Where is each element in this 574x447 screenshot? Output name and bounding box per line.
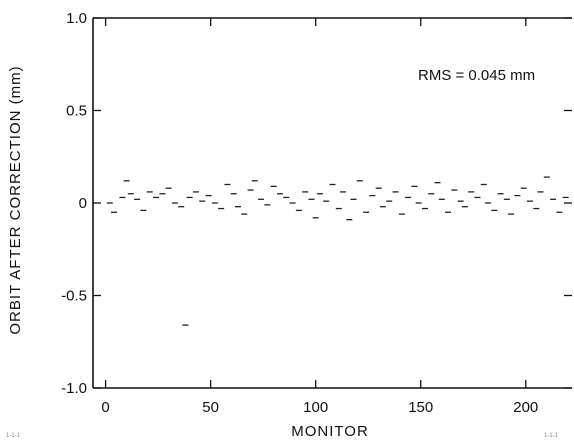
- x-axis-title: MONITOR: [291, 423, 369, 440]
- x-tick-label: 100: [303, 399, 328, 416]
- y-tick-label: -0.5: [61, 288, 87, 305]
- corner-mark-left: 1-1-1: [6, 433, 21, 439]
- x-tick-label: 200: [513, 399, 538, 416]
- y-tick-label: 0.5: [66, 103, 87, 120]
- rms-annotation: RMS = 0.045 mm: [418, 67, 535, 84]
- x-tick-label: 0: [101, 399, 109, 416]
- corner-mark-right: 1-1-1: [544, 433, 559, 439]
- x-tick-label: 150: [408, 399, 433, 416]
- y-axis-title: ORBIT AFTER CORRECTION (mm): [7, 65, 24, 334]
- y-tick-label: 0: [79, 195, 87, 212]
- x-tick-label: 50: [202, 399, 219, 416]
- y-tick-label: -1.0: [61, 380, 87, 397]
- y-tick-label: 1.0: [66, 10, 87, 27]
